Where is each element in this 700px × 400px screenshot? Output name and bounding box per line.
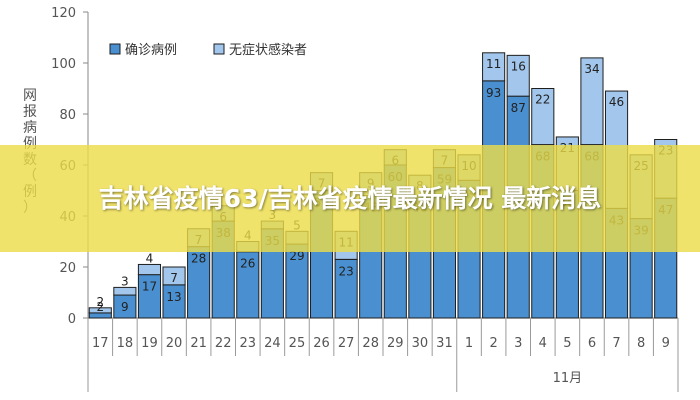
x-tick-label: 1 — [465, 336, 473, 351]
data-label-confirmed: 2 — [96, 300, 104, 314]
data-label-confirmed: 28 — [191, 252, 206, 266]
headline-banner[interactable]: 吉林省疫情63/吉林省疫情最新情况 最新消息 — [0, 145, 700, 252]
y-tick-label: 20 — [59, 261, 76, 276]
data-label-asymptomatic: 22 — [535, 93, 550, 107]
data-label-asymptomatic: 11 — [486, 57, 501, 71]
data-label-confirmed: 9 — [121, 300, 129, 314]
x-tick-label: 20 — [166, 336, 183, 351]
data-label-asymptomatic: 4 — [146, 251, 154, 265]
bar-asymptomatic — [580, 57, 604, 146]
data-label-confirmed: 13 — [166, 290, 181, 304]
x-tick-label: 25 — [289, 336, 306, 351]
bar-asymptomatic — [506, 54, 530, 97]
x-tick-label: 4 — [539, 336, 547, 351]
x-tick-label: 23 — [240, 336, 257, 351]
x-tick-label: 24 — [264, 336, 281, 351]
x-tick-label: 30 — [412, 336, 429, 351]
data-label-asymptomatic: 7 — [170, 271, 178, 285]
x-tick-label: 28 — [362, 336, 379, 351]
data-label-confirmed: 29 — [289, 249, 304, 263]
x-tick-label: 17 — [92, 336, 109, 351]
x-tick-label: 8 — [637, 336, 645, 351]
y-axis-label-char: 病 — [23, 120, 37, 136]
y-tick-label: 100 — [51, 57, 76, 72]
bar-asymptomatic — [113, 286, 137, 296]
data-label-confirmed: 93 — [486, 86, 501, 100]
y-tick-label: 120 — [51, 6, 76, 21]
legend-swatch-confirmed — [109, 43, 121, 55]
x-tick-label: 29 — [387, 336, 404, 351]
data-label-asymptomatic: 46 — [609, 95, 624, 109]
data-label-asymptomatic: 16 — [511, 59, 526, 73]
legend-label-asymptomatic: 无症状感染者 — [229, 42, 307, 58]
x-tick-label: 2 — [489, 336, 497, 351]
y-tick-label: 0 — [68, 312, 76, 327]
bar-asymptomatic — [137, 263, 162, 276]
bar-asymptomatic — [88, 307, 112, 314]
y-axis-label-char: 报 — [23, 104, 37, 120]
x-tick-label: 5 — [563, 336, 571, 351]
data-label-asymptomatic: 34 — [584, 62, 599, 76]
data-label-asymptomatic: 2 — [96, 295, 104, 309]
headline-text[interactable]: 吉林省疫情63/吉林省疫情最新情况 最新消息 — [98, 183, 602, 213]
x-tick-label: 6 — [588, 336, 596, 351]
x-tick-label: 26 — [313, 336, 330, 351]
y-tick-label: 80 — [59, 108, 76, 123]
x-tick-label: 31 — [436, 336, 453, 351]
month-label: 11月 — [553, 371, 583, 386]
data-label-confirmed: 17 — [142, 280, 157, 294]
x-tick-label: 21 — [190, 336, 207, 351]
legend-label-confirmed: 确诊病例 — [125, 43, 177, 58]
bar-asymptomatic — [482, 52, 506, 82]
x-tick-label: 7 — [612, 336, 620, 351]
y-axis-label-char: 网 — [23, 88, 37, 104]
data-label-confirmed: 26 — [240, 257, 255, 271]
x-tick-label: 19 — [141, 336, 158, 351]
x-tick-label: 9 — [662, 336, 670, 351]
data-label-confirmed: 87 — [511, 101, 526, 115]
legend-swatch-asymptomatic — [213, 43, 225, 55]
x-tick-label: 22 — [215, 336, 232, 351]
x-tick-label: 18 — [117, 336, 134, 351]
bar-asymptomatic — [531, 88, 555, 146]
data-label-asymptomatic: 3 — [121, 274, 129, 288]
data-label-confirmed: 23 — [338, 264, 353, 278]
x-tick-label: 27 — [338, 336, 355, 351]
bar-asymptomatic — [162, 266, 186, 286]
x-tick-label: 3 — [514, 336, 522, 351]
